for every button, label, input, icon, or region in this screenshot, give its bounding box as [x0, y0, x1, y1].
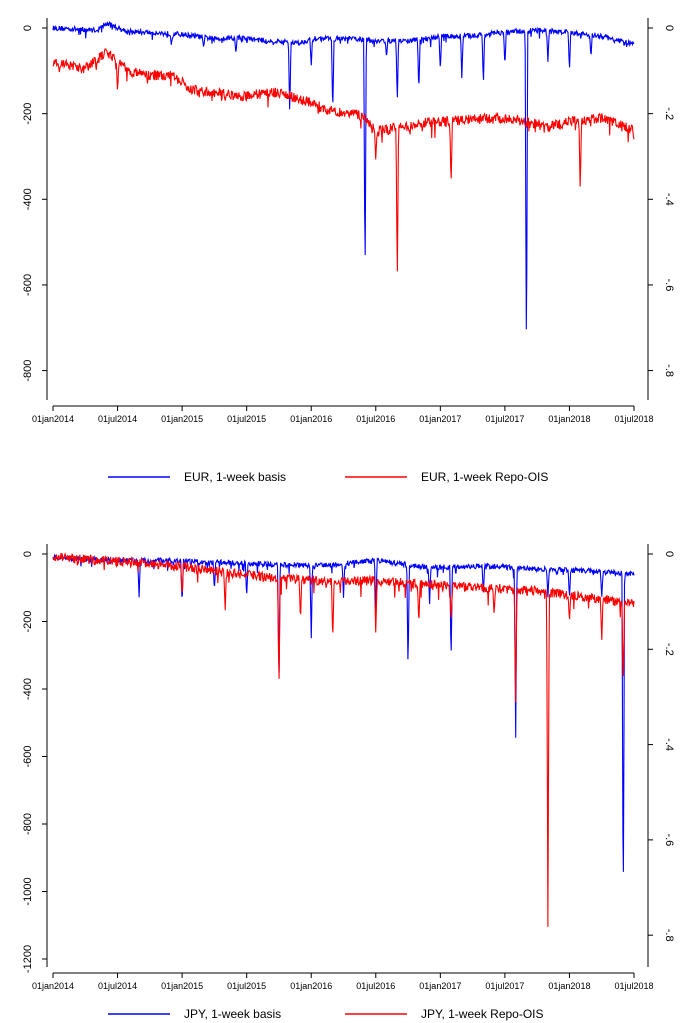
x-tick-label: 01jul2017 [485, 981, 524, 991]
x-tick-label: 01jul2015 [227, 414, 266, 424]
x-tick-label: 01jul2017 [485, 414, 524, 424]
x-tick-label: 01jan2015 [161, 981, 203, 991]
x-tick-label: 01jul2018 [614, 981, 653, 991]
x-tick-label: 01jul2014 [98, 981, 137, 991]
y-left-tick-label: -1200 [22, 945, 34, 973]
x-tick-label: 01jul2016 [356, 414, 395, 424]
y-left-tick-label: -400 [22, 188, 34, 210]
y-left-tick-label: -800 [22, 813, 34, 835]
y-left-tick-label: -600 [22, 274, 34, 296]
y-left-tick-label: -200 [22, 103, 34, 125]
legend-label: JPY, 1-week Repo-OIS [421, 1007, 544, 1021]
y-right-tick-label: -.6 [663, 279, 675, 292]
x-tick-label: 01jan2016 [290, 414, 332, 424]
legend-label: EUR, 1-week Repo-OIS [421, 470, 548, 484]
series-line-repo-ois [52, 552, 635, 927]
y-right-tick-label: -.8 [663, 929, 675, 942]
y-left-tick-label: 0 [22, 25, 34, 31]
y-left-tick-label: -600 [22, 745, 34, 767]
y-left-tick-label: -1000 [22, 877, 34, 905]
chart-eur: 01jan2014 01jul2014 01jan2015 01jul2015 01ja… [0, 0, 680, 500]
x-tick-label: 01jan2018 [548, 981, 590, 991]
y-right-tick-label: -.2 [663, 643, 675, 656]
series-line-repo-ois [52, 48, 635, 272]
x-tick-label: 01jul2014 [98, 414, 137, 424]
y-left-tick-label: -800 [22, 360, 34, 382]
y-right-tick-label: -.2 [663, 107, 675, 120]
chart-jpy: 01jan2014 01jul2014 01jan2015 01jul2015 01ja… [0, 500, 680, 1023]
legend-label: JPY, 1-week basis [184, 1007, 281, 1021]
y-left-tick-label: 0 [22, 551, 34, 557]
x-tick-label: 01jan2017 [419, 981, 461, 991]
x-tick-label: 01jan2016 [290, 981, 332, 991]
x-tick-label: 01jan2015 [161, 414, 203, 424]
x-tick-label: 01jan2014 [32, 981, 74, 991]
x-tick-label: 01jan2018 [548, 414, 590, 424]
x-tick-label: 01jul2016 [356, 981, 395, 991]
x-tick-label: 01jul2018 [614, 414, 653, 424]
y-right-tick-label: 0 [663, 25, 675, 31]
x-tick-label: 01jan2014 [32, 414, 74, 424]
y-right-tick-label: -.8 [663, 364, 675, 377]
x-tick-label: 01jul2015 [227, 981, 266, 991]
y-right-tick-label: -.4 [663, 738, 675, 751]
series-line-basis [52, 553, 635, 872]
y-left-tick-label: -400 [22, 678, 34, 700]
series-line-basis [52, 21, 635, 330]
y-right-tick-label: 0 [663, 551, 675, 557]
y-right-tick-label: -.6 [663, 833, 675, 846]
x-tick-label: 01jan2017 [419, 414, 461, 424]
y-left-tick-label: -200 [22, 610, 34, 632]
y-right-tick-label: -.4 [663, 193, 675, 206]
legend-label: EUR, 1-week basis [184, 470, 286, 484]
